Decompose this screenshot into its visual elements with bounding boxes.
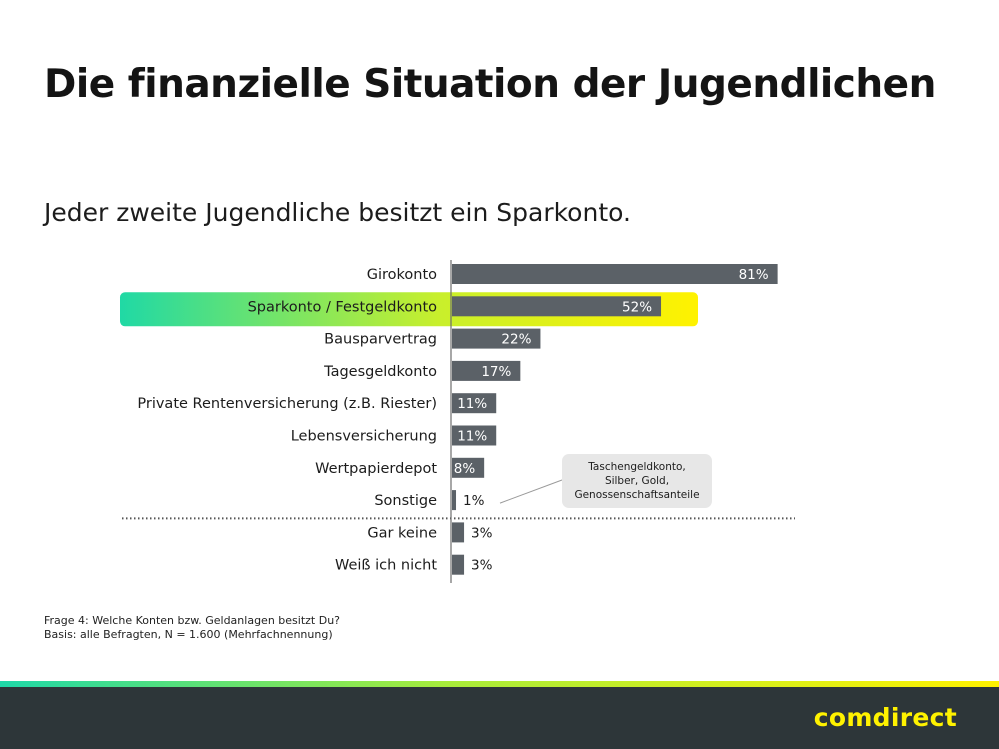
footnote: Frage 4: Welche Konten bzw. Geldanlagen … bbox=[44, 614, 340, 642]
value-label: 52% bbox=[622, 299, 652, 315]
annotation-text: Genossenschaftsanteile bbox=[574, 489, 699, 501]
bar bbox=[452, 328, 541, 349]
category-label: Weiß ich nicht bbox=[335, 558, 437, 574]
gradient-stripe bbox=[0, 681, 999, 687]
category-label: Tagesgeldkonto bbox=[323, 364, 437, 380]
category-label: Lebensversicherung bbox=[291, 429, 437, 445]
footnote-basis: Basis: alle Befragten, N = 1.600 (Mehrfa… bbox=[44, 628, 333, 641]
annotation-text: Taschengeldkonto, bbox=[587, 461, 686, 473]
bar bbox=[452, 490, 457, 511]
category-label: Bausparvertrag bbox=[324, 332, 437, 348]
value-label: 3% bbox=[471, 558, 493, 574]
bar bbox=[452, 296, 662, 317]
category-label: Private Rentenversicherung (z.B. Riester… bbox=[137, 396, 437, 412]
page-subtitle: Jeder zweite Jugendliche besitzt ein Spa… bbox=[44, 198, 631, 227]
footnote-question: Frage 4: Welche Konten bzw. Geldanlagen … bbox=[44, 614, 341, 627]
value-label: 17% bbox=[481, 364, 511, 380]
value-label: 81% bbox=[739, 267, 769, 283]
footer-band bbox=[0, 687, 999, 749]
bar-chart: Girokonto 81% Sparkonto / Festgeldkonto 52%… bbox=[120, 260, 795, 583]
category-label: Sparkonto / Festgeldkonto bbox=[248, 299, 438, 315]
value-label: 3% bbox=[471, 525, 493, 541]
bar bbox=[452, 393, 497, 414]
value-label: 11% bbox=[457, 429, 487, 445]
bar bbox=[452, 360, 521, 381]
category-label: Wertpapierdepot bbox=[315, 461, 437, 477]
value-label: 8% bbox=[454, 461, 476, 477]
bar bbox=[452, 425, 497, 446]
bar bbox=[452, 457, 485, 478]
value-label: 22% bbox=[501, 332, 531, 348]
category-label: Sonstige bbox=[374, 493, 437, 509]
bar bbox=[452, 554, 465, 575]
bar bbox=[452, 522, 465, 543]
page-title: Die finanzielle Situation der Jugendlich… bbox=[44, 62, 936, 107]
annotation-text: Silber, Gold, bbox=[605, 475, 669, 487]
category-label: Girokonto bbox=[367, 267, 437, 283]
value-label: 1% bbox=[463, 493, 485, 509]
annotation-connector bbox=[499, 479, 563, 504]
category-label: Gar keine bbox=[367, 525, 437, 541]
brand-logo: comdirect bbox=[813, 703, 957, 732]
annotation-box bbox=[562, 454, 712, 508]
bar bbox=[452, 264, 778, 284]
value-label: 11% bbox=[457, 396, 487, 412]
